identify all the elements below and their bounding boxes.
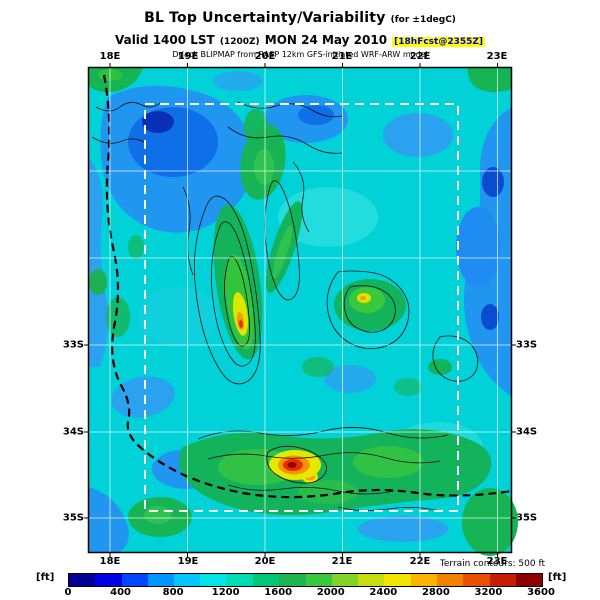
header: BL Top Uncertainty/Variability (for ±1de… bbox=[0, 7, 600, 60]
page-title: BL Top Uncertainty/Variability bbox=[144, 10, 386, 26]
colorbar-tick-label: 3600 bbox=[527, 587, 555, 598]
colorbar-unit-right: [ft] bbox=[548, 572, 567, 583]
lat-label-right: 33S bbox=[516, 339, 538, 351]
colorbar-tick-label: 2800 bbox=[421, 587, 450, 598]
colorbar-segment bbox=[200, 574, 227, 586]
colorbar-segment bbox=[174, 574, 201, 586]
colorbar-segment bbox=[410, 574, 437, 586]
model-attribution: DrJack BLIPMAP from RASP 12km GFS-initia… bbox=[172, 49, 428, 59]
lon-label-top: 18E bbox=[99, 51, 121, 62]
map-plot bbox=[84, 63, 518, 557]
colorbar-segment bbox=[95, 574, 122, 586]
valid-date: MON 24 May 2010 bbox=[264, 32, 388, 47]
lon-label-top: 19E bbox=[177, 51, 199, 62]
lon-label-top: 20E bbox=[254, 51, 276, 62]
colorbar-ticks: 0 400 800 1200 1600 2000 2400 2800 3200 3600 bbox=[64, 587, 555, 599]
title-note: (for ±1degC) bbox=[390, 15, 456, 25]
colorbar-segment bbox=[489, 574, 516, 586]
valid-line: Valid 1400 LST (1200Z) MON 24 May 2010 [… bbox=[0, 29, 600, 49]
colorbar-segment bbox=[331, 574, 359, 586]
lon-label-top: 21E bbox=[331, 51, 353, 62]
lat-label-left: 35S bbox=[62, 512, 84, 524]
valid-time: Valid 1400 LST bbox=[114, 32, 215, 47]
lon-label-bottom: 21E bbox=[331, 556, 353, 567]
colorbar-tick-label: 400 bbox=[110, 587, 131, 598]
forecast-lead-tag: [18hFcst@2355Z] bbox=[392, 36, 486, 47]
model-domain-outline bbox=[144, 103, 459, 512]
colorbar-tick-label: 0 bbox=[64, 587, 72, 598]
terrain-contours bbox=[91, 101, 479, 512]
colorbar-unit-left: [ft] bbox=[36, 572, 55, 583]
lon-label-bottom: 23E bbox=[486, 556, 508, 567]
lon-label-bottom: 19E bbox=[177, 556, 199, 567]
colorbar-segment bbox=[305, 574, 332, 586]
colorbar-segment bbox=[121, 574, 148, 586]
title-line: BL Top Uncertainty/Variability (for ±1de… bbox=[0, 7, 600, 28]
colorbar-segment bbox=[252, 574, 280, 586]
colorbar-segment bbox=[226, 574, 253, 586]
colorbar-tick-label: 1600 bbox=[264, 587, 293, 598]
colorbar-tick-label: 3200 bbox=[474, 587, 503, 598]
lon-label-top: 22E bbox=[409, 51, 431, 62]
graticule bbox=[88, 67, 512, 553]
field-high-uncertainty-blobs bbox=[88, 67, 518, 556]
colorbar-tick-label: 2000 bbox=[316, 587, 345, 598]
coastline bbox=[102, 74, 513, 499]
colorbar-segment bbox=[384, 574, 411, 586]
lat-label-right: 35S bbox=[516, 512, 538, 524]
lon-label-bottom: 18E bbox=[99, 556, 121, 567]
terrain-contours-note: Terrain contours: 500 ft bbox=[439, 559, 545, 569]
lon-label-top: 23E bbox=[486, 51, 508, 62]
colorbar-segment bbox=[436, 574, 464, 586]
colorbar-tick-label: 800 bbox=[162, 587, 184, 598]
colorbar-tick-label: 2400 bbox=[369, 587, 398, 598]
lat-label-right: 34S bbox=[516, 426, 538, 438]
colorbar-segment bbox=[147, 574, 175, 586]
colorbar-segment bbox=[463, 574, 490, 586]
lon-label-bottom: 22E bbox=[409, 556, 431, 567]
lat-label-left: 34S bbox=[62, 426, 84, 438]
colorbar-segment bbox=[279, 574, 306, 586]
axis-tick-marks bbox=[84, 63, 516, 557]
field-low-uncertainty-blobs bbox=[88, 71, 512, 553]
colorbar-segment bbox=[69, 574, 96, 586]
lat-label-left: 33S bbox=[62, 339, 84, 351]
colorbar bbox=[68, 573, 543, 587]
colorbar-segment bbox=[358, 574, 385, 586]
colorbar-tick-label: 1200 bbox=[211, 587, 240, 598]
map bbox=[84, 63, 518, 557]
valid-zulu: (1200Z) bbox=[219, 36, 260, 47]
map-border bbox=[87, 66, 513, 554]
lon-label-bottom: 20E bbox=[254, 556, 276, 567]
colorbar-segment bbox=[515, 574, 543, 586]
